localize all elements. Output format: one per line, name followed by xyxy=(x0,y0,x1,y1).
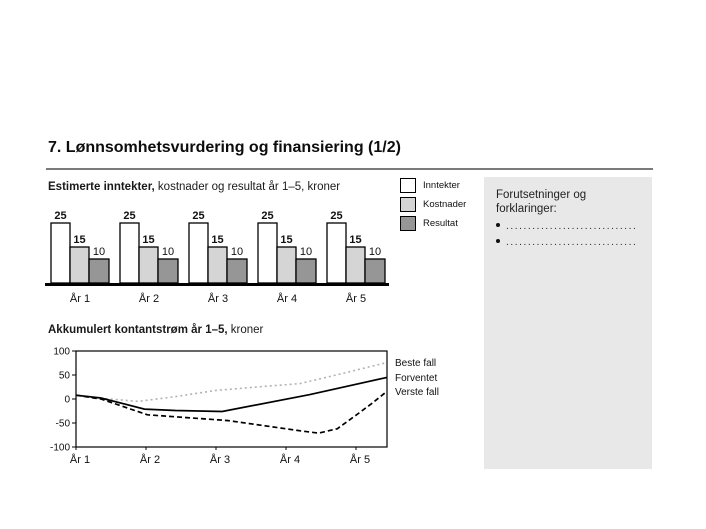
plot-border xyxy=(75,350,388,448)
bar-inntekter xyxy=(50,222,71,284)
bar-value-label: 15 xyxy=(142,234,154,246)
x-category-label: År 4 xyxy=(280,453,300,466)
y-tick-label: 50 xyxy=(59,371,71,382)
series-line-forventet xyxy=(75,376,388,413)
bullet-icon xyxy=(496,223,500,227)
bar-value-label: 10 xyxy=(369,246,381,258)
x-category-label: År 1 xyxy=(70,453,90,466)
y-tick-label: -50 xyxy=(56,419,71,430)
x-category-label: År 2 xyxy=(140,453,160,466)
bar-kostnader xyxy=(69,246,90,284)
bar-category-label: År 3 xyxy=(208,292,228,305)
bar-chart-heading-rest: kostnader og resultat år 1–5, kroner xyxy=(154,181,341,193)
bar-value-label: 25 xyxy=(192,210,204,222)
bar-kostnader xyxy=(345,246,366,284)
notes-heading: Forutsetninger og forklaringer: xyxy=(496,189,587,215)
page-title: 7. Lønnsomhetsvurdering og finansiering … xyxy=(48,139,401,156)
bar-inntekter xyxy=(119,222,140,284)
bar-resultat xyxy=(88,258,110,284)
x-category-label: År 3 xyxy=(210,453,230,466)
bar-category-label: År 1 xyxy=(70,292,90,305)
bar-value-label: 10 xyxy=(162,246,174,258)
bar-resultat xyxy=(364,258,386,284)
bar-category-label: År 2 xyxy=(139,292,159,305)
notes-bullet-text: .............................. xyxy=(506,221,638,232)
bar-chart-baseline xyxy=(45,283,389,286)
legend-label: Kostnader xyxy=(423,198,467,210)
legend-swatch-resultat xyxy=(400,215,416,231)
bar-value-label: 25 xyxy=(123,210,135,222)
bar-category-label: År 5 xyxy=(346,292,366,305)
bar-resultat xyxy=(295,258,317,284)
series-line-verste-fall xyxy=(75,390,388,434)
legend-item-resultat: Resultat xyxy=(400,215,466,231)
line-chart-heading-rest: kroner xyxy=(227,324,264,336)
bar-kostnader xyxy=(276,246,297,284)
series-label: Beste fall xyxy=(395,358,436,369)
notes-bullet-text: .............................. xyxy=(506,237,638,248)
y-tick-label: -100 xyxy=(50,443,70,454)
bar-chart-legend: Inntekter Kostnader Resultat xyxy=(400,177,466,234)
x-category-label: År 5 xyxy=(350,453,370,466)
bar-chart-heading-bold: Estimerte inntekter, xyxy=(48,181,155,193)
y-tick-label: 100 xyxy=(53,347,70,358)
notes-bullet-2: .............................. xyxy=(496,237,642,248)
bar-value-label: 10 xyxy=(300,246,312,258)
legend-item-kostnader: Kostnader xyxy=(400,196,466,212)
notes-panel: Forutsetninger og forklaringer: ........… xyxy=(484,177,652,469)
bar-chart: 25 15 10 År 1 25 15 10 År 2 25 15 10 År 3 25 15 10 År 4… xyxy=(45,210,389,305)
series-line-beste-fall xyxy=(75,361,388,403)
bar-chart-heading: Estimerte inntekter, kostnader og result… xyxy=(48,181,448,193)
bar-kostnader xyxy=(207,246,228,284)
line-chart-heading-bold: Akkumulert kontantstrøm år 1–5, xyxy=(48,324,228,336)
y-tick-label: 0 xyxy=(64,395,70,406)
bar-resultat xyxy=(226,258,248,284)
legend-item-inntekter: Inntekter xyxy=(400,177,466,193)
bar-inntekter xyxy=(188,222,209,284)
title-underline xyxy=(46,168,653,170)
bar-value-label: 10 xyxy=(93,246,105,258)
bar-resultat xyxy=(157,258,179,284)
bar-value-label: 15 xyxy=(211,234,223,246)
bullet-icon xyxy=(496,239,500,243)
bar-value-label: 25 xyxy=(330,210,342,222)
bar-value-label: 25 xyxy=(54,210,66,222)
legend-swatch-kostnader xyxy=(400,196,416,212)
series-label: Verste fall xyxy=(395,387,439,398)
bar-inntekter xyxy=(257,222,278,284)
legend-swatch-inntekter xyxy=(400,177,416,193)
series-label: Forventet xyxy=(395,373,437,384)
notes-bullet-1: .............................. xyxy=(496,221,642,232)
legend-label: Resultat xyxy=(423,217,458,229)
legend-label: Inntekter xyxy=(423,179,460,191)
bar-value-label: 15 xyxy=(73,234,85,246)
bar-value-label: 15 xyxy=(349,234,361,246)
bar-category-label: År 4 xyxy=(277,292,297,305)
bar-inntekter xyxy=(326,222,347,284)
bar-value-label: 10 xyxy=(231,246,243,258)
bar-value-label: 15 xyxy=(280,234,292,246)
bar-value-label: 25 xyxy=(261,210,273,222)
bar-kostnader xyxy=(138,246,159,284)
line-chart-heading: Akkumulert kontantstrøm år 1–5, kroner xyxy=(48,324,448,336)
